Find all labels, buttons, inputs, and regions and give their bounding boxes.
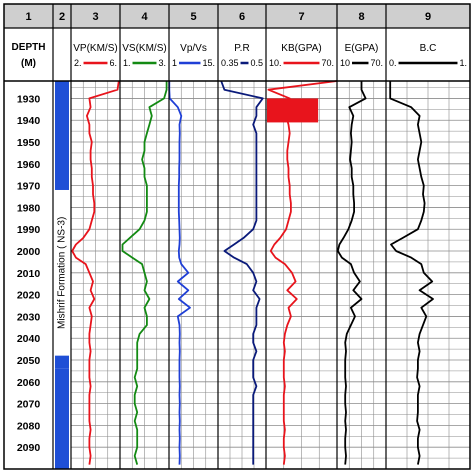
- column-number: 9: [425, 11, 431, 23]
- chart-border: [3, 3, 471, 470]
- track-name: P.R: [234, 43, 249, 54]
- track-4-curve: [121, 81, 168, 465]
- track-9-curve: [389, 81, 434, 465]
- track-name: B.C: [420, 43, 437, 54]
- track-name: Vp/Vs: [180, 43, 207, 54]
- depth-tick-label: 2020: [17, 290, 41, 302]
- depth-tick-label: 2000: [17, 246, 41, 258]
- track-name: VP(KM/S): [73, 43, 117, 54]
- depth-tick-label: 1990: [17, 224, 41, 236]
- track-5-curve: [168, 81, 191, 465]
- track-max-label: 70.: [321, 58, 334, 68]
- track-6-curve-group: [220, 80, 264, 465]
- track-max-label: 15.: [202, 58, 215, 68]
- depth-label: DEPTH: [12, 42, 46, 53]
- track-9-curve-group: [389, 81, 434, 465]
- track-max-label: 6.: [109, 58, 117, 68]
- track-name: VS(KM/S): [122, 43, 166, 54]
- column-number: 3: [92, 11, 98, 23]
- formation-label-box: [55, 189, 69, 356]
- track-8-curve-group: [336, 81, 367, 465]
- depth-tick-label: 2070: [17, 399, 41, 411]
- track-6-curve: [220, 80, 264, 465]
- column-number: 5: [190, 11, 196, 23]
- depth-tick-label: 1950: [17, 137, 41, 149]
- depth-tick-label: 1940: [17, 115, 41, 127]
- depth-tick-label: 2060: [17, 377, 41, 389]
- track-3-curve-group: [71, 80, 120, 465]
- formation-bar-bottom: [55, 368, 69, 469]
- depth-tick-label: 2080: [17, 420, 41, 432]
- track-min-label: 0.: [389, 58, 397, 68]
- formation-label: Mishrif Formation ( NS-3): [57, 217, 68, 329]
- track-min-label: 10: [340, 58, 350, 68]
- track-4-curve-group: [121, 81, 168, 465]
- track-max-label: 1.: [459, 58, 467, 68]
- depth-tick-label: 1960: [17, 159, 41, 171]
- depth-tick-label: 2090: [17, 442, 41, 454]
- depth-tick-label: 1980: [17, 202, 41, 214]
- column-number: 7: [298, 11, 304, 23]
- track-min-label: 1: [172, 58, 177, 68]
- column-number: 2: [59, 11, 65, 23]
- track-8-curve: [336, 81, 367, 465]
- track-min-label: 1.: [123, 58, 131, 68]
- track-max-label: 3.: [158, 58, 166, 68]
- number-row: [4, 4, 470, 28]
- depth-tick-label: 1970: [17, 181, 41, 193]
- column-number: 1: [25, 11, 31, 23]
- formation-bar-upper: [55, 81, 69, 190]
- depth-tick-label: 2010: [17, 268, 41, 280]
- track-5-curve-group: [168, 81, 191, 465]
- track-name: KB(GPA): [281, 43, 321, 54]
- column-number: 6: [239, 11, 245, 23]
- track-max-label: 0.5: [250, 58, 263, 68]
- track-3-curve: [71, 80, 120, 465]
- column-number: 8: [358, 11, 364, 23]
- depth-axis: 1930 1940 1950 1960 1970 1980 1990 2000 2010 2020…: [17, 93, 41, 454]
- track-header: 1 2 3 4 5 6 7 8 9 DEPTH (M) VP(KM/S) 2. 6. VS(KM/S) 1. 3…: [4, 4, 470, 69]
- formation-column: Mishrif Formation ( NS-3): [55, 81, 69, 469]
- track-min-label: 10.: [269, 58, 282, 68]
- depth-unit: (M): [21, 58, 36, 69]
- depth-tick-label: 2040: [17, 333, 41, 345]
- track-7-curve-group: [267, 80, 338, 465]
- outer-border: [3, 3, 471, 470]
- column-number: 4: [141, 11, 148, 23]
- depth-tick-label: 2030: [17, 311, 41, 323]
- track-max-label: 70.: [370, 58, 383, 68]
- formation-bar-lower: [55, 355, 69, 369]
- track-min-label: 2.: [74, 58, 82, 68]
- depth-tick-label: 2050: [17, 355, 41, 367]
- track-name: E(GPA): [345, 43, 379, 54]
- log-curves: [71, 80, 434, 465]
- depth-tick-label: 1930: [17, 93, 41, 105]
- track-7-curve: [267, 80, 338, 465]
- track-7-fill-band: [267, 98, 319, 123]
- track-min-label: 0.35: [221, 58, 239, 68]
